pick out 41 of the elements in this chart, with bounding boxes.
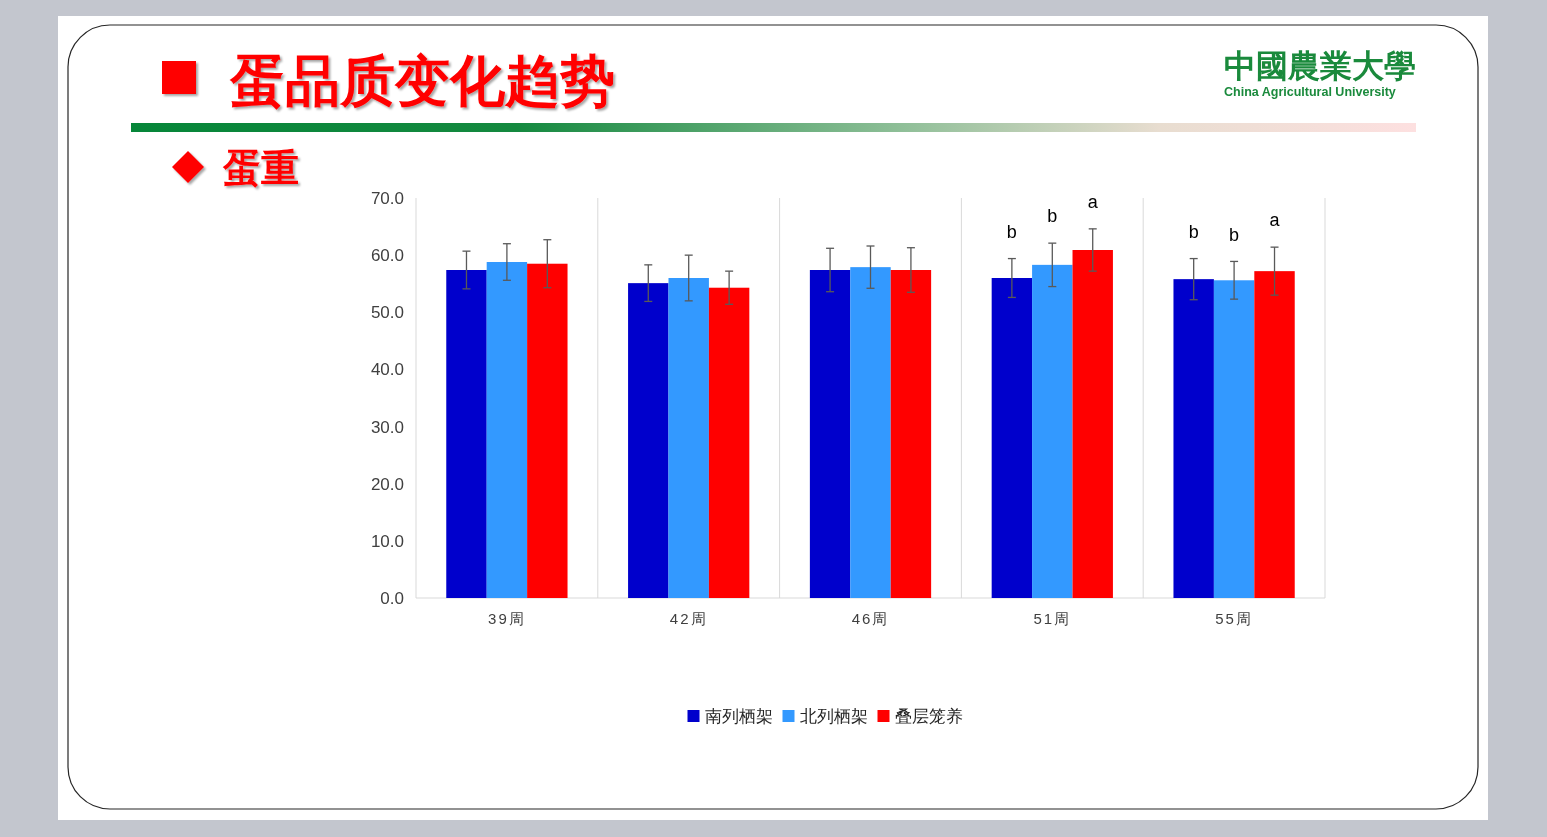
y-tick-label: 10.0 [370,531,404,551]
annotation: b [1229,224,1240,245]
y-tick-label: 20.0 [370,474,404,494]
y-tick-label: 60.0 [370,246,404,266]
legend-label: 北列栖架 [799,706,868,726]
bar [991,278,1033,598]
text: China Agricultural University [1224,85,1396,99]
bar [668,278,709,598]
annotation: b [1006,221,1017,242]
x-tick-label: 39周 [488,610,526,628]
bar [1254,271,1295,598]
x-tick-label: 55周 [1215,610,1253,628]
bar [1213,280,1255,598]
bar [1173,279,1214,598]
bar [446,270,487,598]
bar [1032,264,1073,598]
bar [708,287,750,598]
legend-label: 南列栖架 [704,706,773,726]
chart-subtitle: 蛋重 [222,147,299,189]
bar [850,267,891,598]
y-tick-label: 50.0 [370,303,404,323]
bar [890,270,932,598]
annotation: b [1047,206,1058,227]
annotation: b [1188,221,1199,242]
x-tick-label: 42周 [669,610,708,628]
bar [809,270,851,598]
bar [527,263,568,598]
y-tick-label: 40.0 [370,360,404,380]
bar [1072,250,1113,598]
y-tick-label: 0.0 [380,588,404,608]
annotation: a [1087,192,1099,213]
legend-label: 叠层笼养 [894,706,963,726]
chart-title: 蛋品质变化趋势 [229,50,615,112]
x-tick-label: 46周 [851,610,890,628]
annotation: a [1269,210,1281,231]
text: 中國農業大學 [1224,48,1416,84]
y-tick-label: 30.0 [370,417,404,437]
bar [628,283,669,598]
y-tick-label: 70.0 [370,188,404,208]
bar [486,262,528,598]
x-tick-label: 51周 [1033,610,1072,628]
